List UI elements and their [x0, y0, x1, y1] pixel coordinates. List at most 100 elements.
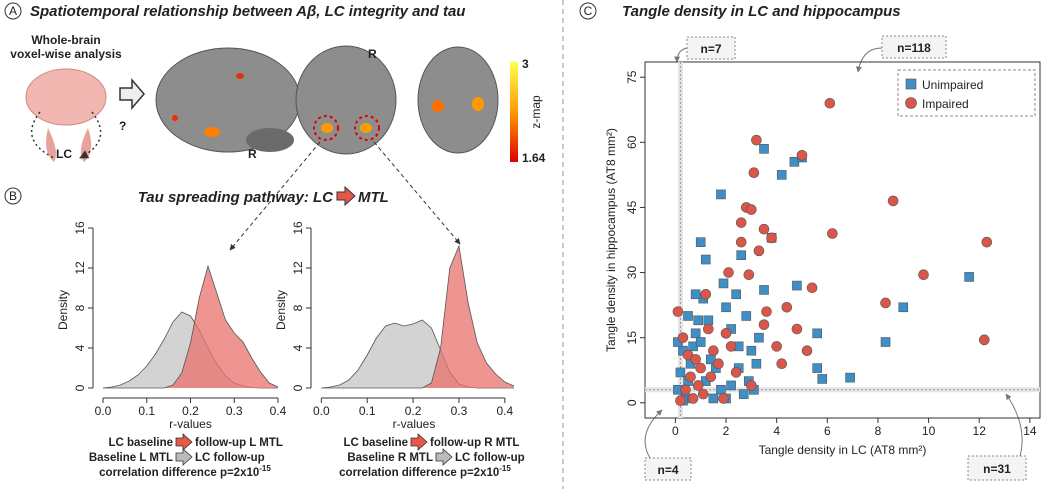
y-tick-label: 15 — [625, 331, 639, 345]
caption: Baseline R MTL — [347, 452, 433, 464]
point — [718, 393, 729, 404]
caption: LC follow-up — [195, 452, 265, 464]
caption-arrow — [175, 433, 193, 451]
point — [675, 367, 686, 378]
point — [700, 254, 711, 265]
caption-text: correlation difference p=2x10 — [339, 467, 499, 479]
point — [716, 384, 726, 395]
point — [708, 345, 719, 357]
point — [723, 267, 734, 278]
point — [705, 371, 717, 383]
y-tick-label: 0 — [625, 399, 639, 406]
lc-label: LC — [56, 147, 72, 161]
hotspot — [236, 73, 244, 79]
point — [741, 311, 752, 321]
point — [746, 345, 757, 356]
point — [812, 363, 822, 373]
point — [918, 269, 929, 281]
point — [703, 315, 714, 326]
y-axis-label: Density — [274, 290, 288, 330]
x-tick-label: 6 — [824, 424, 831, 438]
x-tick-label: 0.1 — [359, 404, 376, 418]
point — [887, 195, 899, 207]
x-tick-label: 0.4 — [496, 404, 513, 418]
density-line — [321, 244, 515, 389]
x-tick-label: 0 — [672, 424, 679, 438]
point — [776, 358, 788, 370]
point — [801, 345, 813, 357]
annotation-arrow — [644, 409, 663, 459]
point — [713, 358, 724, 370]
y-tick-label: 75 — [625, 70, 639, 84]
y-tick-label: 45 — [625, 200, 639, 214]
y-tick-label: 60 — [625, 135, 639, 149]
caption: follow-up L MTL — [195, 437, 283, 449]
y-tick-label: 8 — [73, 304, 87, 311]
y-axis-label: Tangle density in hippocampus (AT8 mm²) — [604, 128, 618, 352]
density-line — [103, 264, 279, 389]
annotation: n=118 — [897, 41, 931, 55]
point — [685, 371, 696, 383]
roi-circle — [354, 115, 380, 141]
x-tick-label: 12 — [973, 424, 987, 438]
cerebellum — [246, 128, 294, 152]
point — [796, 150, 808, 161]
point — [824, 97, 836, 109]
point — [677, 332, 689, 343]
x-tick-label: 0.4 — [270, 404, 287, 418]
question-mark: ? — [119, 119, 126, 133]
colorbar — [510, 62, 518, 162]
point — [720, 328, 732, 339]
x-tick-label: 4 — [773, 424, 780, 438]
x-tick-label: 0.3 — [451, 404, 468, 418]
brain-icon — [25, 68, 107, 126]
point — [683, 311, 693, 321]
x-axis-label: Tangle density in LC (AT8 mm²) — [759, 443, 927, 457]
y-axis-label: Density — [56, 290, 70, 330]
point — [672, 306, 684, 317]
x-tick-label: 0.0 — [95, 404, 112, 418]
point — [817, 374, 828, 384]
panel-title: Tangle density in LC and hippocampus — [622, 3, 901, 20]
annotation-box — [881, 35, 947, 59]
point — [898, 302, 909, 313]
orientation-label: R — [368, 47, 377, 61]
point — [751, 134, 762, 146]
point — [736, 250, 747, 260]
annotation-arrow — [855, 47, 883, 73]
point — [675, 395, 686, 406]
brain-axial — [417, 46, 499, 154]
colorbar-min: 1.64 — [522, 151, 546, 165]
y-tick-label: 4 — [73, 344, 87, 351]
point — [781, 301, 793, 313]
x-tick-label: 0.0 — [313, 404, 330, 418]
point — [771, 341, 782, 352]
legend-box — [897, 69, 1036, 117]
flow-arrow — [119, 77, 145, 111]
point — [759, 285, 769, 295]
hotspot — [432, 100, 444, 112]
x-tick-label: 14 — [1023, 424, 1037, 438]
point — [758, 223, 770, 235]
panel-label: C — [584, 4, 593, 18]
legend-swatch — [905, 78, 917, 90]
x-tick-label: 0.1 — [138, 404, 155, 418]
point — [981, 236, 993, 248]
hotspot — [321, 123, 333, 133]
density-fill — [321, 246, 514, 388]
point — [687, 393, 699, 404]
point — [716, 189, 726, 200]
annotation-arrow — [1005, 393, 1023, 457]
annotation: n=31 — [983, 462, 1011, 476]
caption-arrow — [435, 448, 453, 466]
point — [695, 337, 706, 347]
point — [690, 328, 701, 339]
y-tick-label: 8 — [291, 304, 305, 311]
brain-coronal — [295, 45, 397, 155]
legend-label: Unimpaired — [922, 78, 983, 92]
point — [748, 167, 760, 179]
y-tick-label: 16 — [291, 221, 305, 235]
point — [880, 297, 891, 309]
point — [812, 328, 822, 339]
